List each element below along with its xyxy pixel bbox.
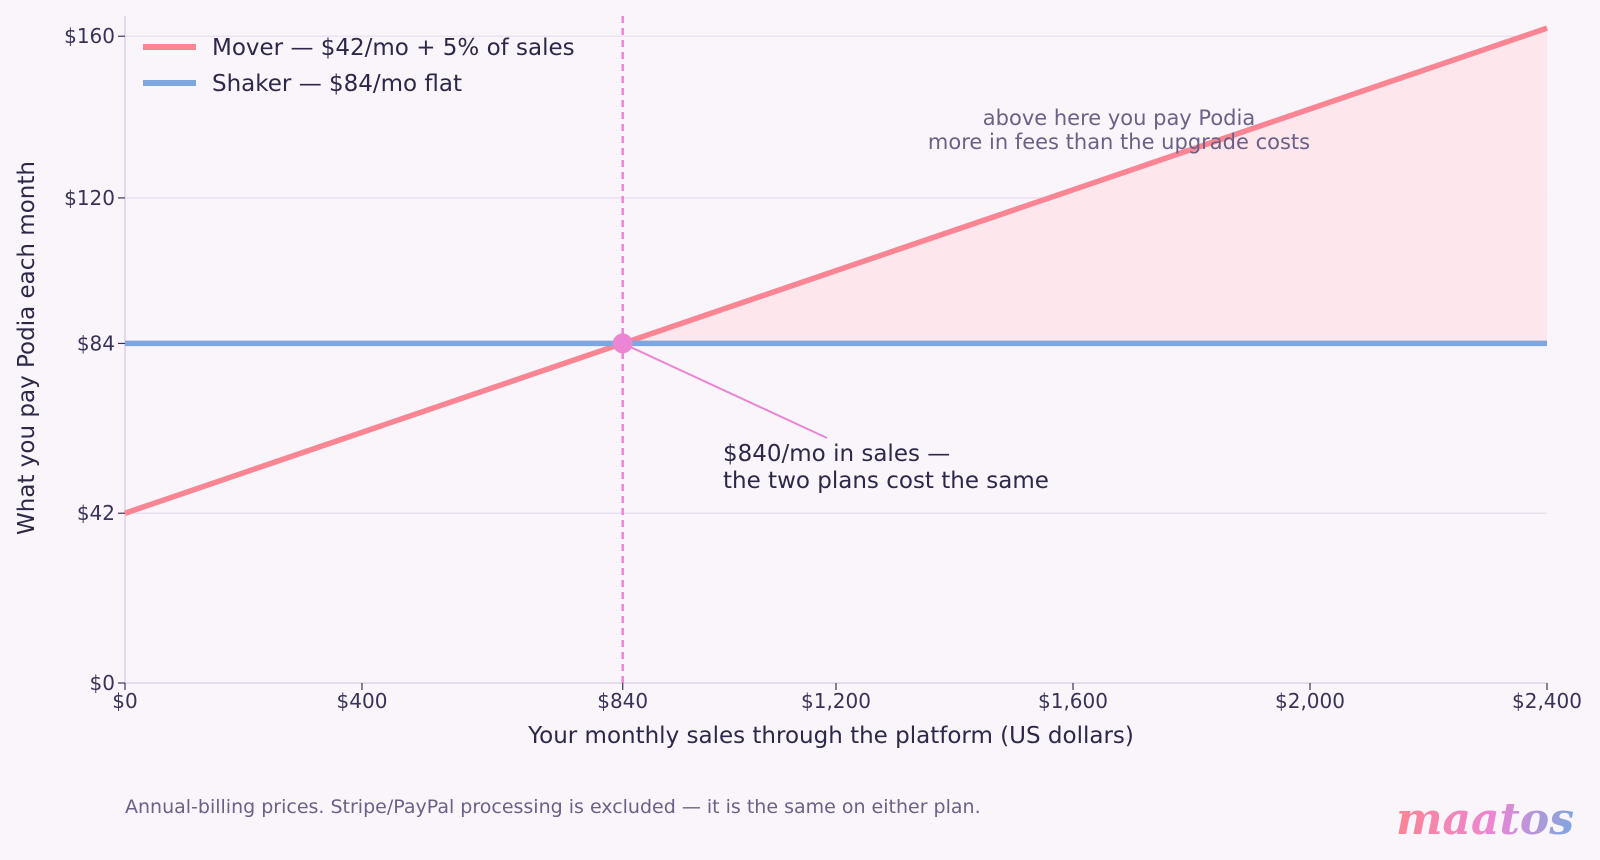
x-tick-label-5: $2,000 [1275, 689, 1345, 713]
footnote: Annual-billing prices. Stripe/PayPal pro… [125, 796, 981, 818]
breakeven-group [612, 16, 828, 683]
y-axis-label: What you pay Podia each month [14, 161, 40, 535]
x-tick-label-1: $400 [337, 689, 388, 713]
series-line-0 [124, 25, 1548, 516]
breakeven-annotation-line-2: the two plans cost the same [723, 468, 1049, 494]
x-tick-label-2: $840 [597, 689, 648, 713]
legend: Mover — $42/mo + 5% of sales Shaker — $84… [143, 35, 575, 97]
y-tick-label-3: $120 [64, 186, 115, 210]
y-tick-label-2: $84 [77, 331, 115, 355]
region-annotation-line-2: more in fees than the upgrade costs [928, 130, 1310, 154]
breakeven-leader-line [622, 342, 828, 439]
x-tick-label-3: $1,200 [801, 689, 871, 713]
region-annotation-line-1: above here you pay Podia [983, 106, 1255, 130]
legend-label-0: Mover — $42/mo + 5% of sales [212, 35, 575, 61]
x-axis-label: Your monthly sales through the platform … [527, 723, 1134, 749]
ticks: $0 $42 $84 $120 $160 $0 $400 $840 $1,200 $1,600 $2… [64, 24, 1582, 713]
y-tick-label-0: $0 [90, 671, 115, 695]
x-tick-label-6: $2,400 [1512, 689, 1582, 713]
y-tick-label-1: $42 [77, 501, 115, 525]
x-tick-label-4: $1,600 [1038, 689, 1108, 713]
x-tick-label-0: $0 [112, 689, 137, 713]
y-tick-label-4: $160 [64, 24, 115, 48]
breakeven-annotation-line-1: $840/mo in sales — [723, 441, 950, 467]
legend-label-1: Shaker — $84/mo flat [212, 71, 462, 97]
brand-logo: maatos [1396, 794, 1574, 845]
breakeven-point [612, 333, 633, 354]
series-lines [124, 25, 1548, 516]
